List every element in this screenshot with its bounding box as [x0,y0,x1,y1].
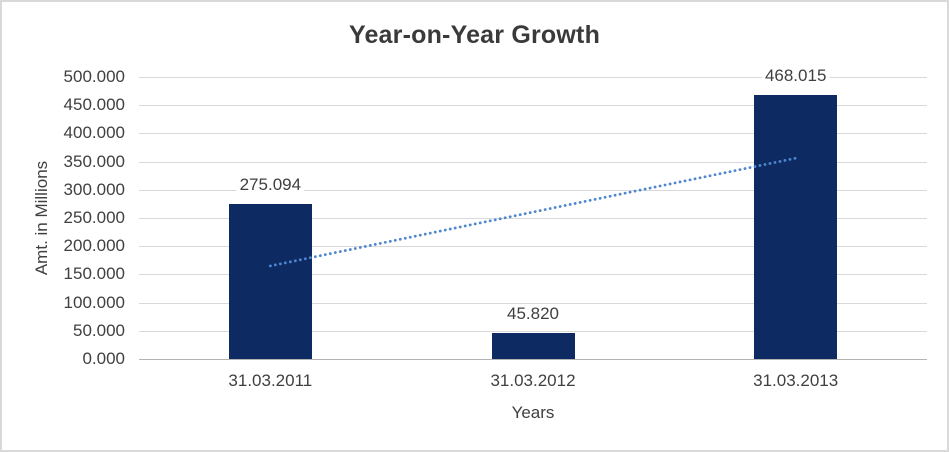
y-tick-label: 400.000 [63,123,125,143]
gridline [139,302,927,304]
gridline [139,105,927,107]
x-tick-label-2012: 31.03.2012 [490,371,576,390]
bar-slot-2011: 275.094 [139,77,402,359]
y-tick-label: 450.000 [63,95,125,115]
y-tick-label: 250.000 [63,208,125,227]
gridline [139,330,927,332]
y-tick-label: 150.000 [63,264,125,284]
y-tick-label: 300.000 [63,179,125,199]
bar-slot-2012: 45.820 [402,77,665,359]
y-axis-tick-labels: 500.000 450.000 400.000 350.000 300.000 … [2,67,125,368]
x-tick-label-2011: 31.03.2011 [228,371,313,390]
y-tick-label: 350.000 [63,151,125,171]
data-label-2011: 275.094 [236,174,305,195]
y-tick-label: 0.000 [82,349,125,368]
x-axis-title: Years [511,403,555,422]
y-tick-label: 50.000 [73,320,125,340]
bar-series: 275.094 45.820 468.015 [139,66,927,359]
y-tick-label: 200.000 [63,236,125,256]
x-axis-line [139,359,927,360]
gridline [139,274,927,276]
data-label-2013: 468.015 [761,66,830,87]
gridline [139,77,927,78]
bar-slot-2013: 468.015 [664,66,927,359]
bar-2011 [228,203,312,359]
y-tick-label: 500.000 [63,67,125,86]
data-label-2012: 45.820 [504,304,562,325]
chart-title: Year-on-Year Growth [348,21,601,49]
bar-2013 [754,95,838,359]
plot-area: 275.094 45.820 468.015 [139,66,927,360]
gridline [139,133,927,135]
x-axis-tick-labels: 31.03.2011 31.03.2012 31.03.2013 [139,371,927,391]
bar-2012 [491,333,575,359]
x-tick-label-2013: 31.03.2013 [753,371,839,390]
y-tick-label: 100.000 [63,292,125,312]
